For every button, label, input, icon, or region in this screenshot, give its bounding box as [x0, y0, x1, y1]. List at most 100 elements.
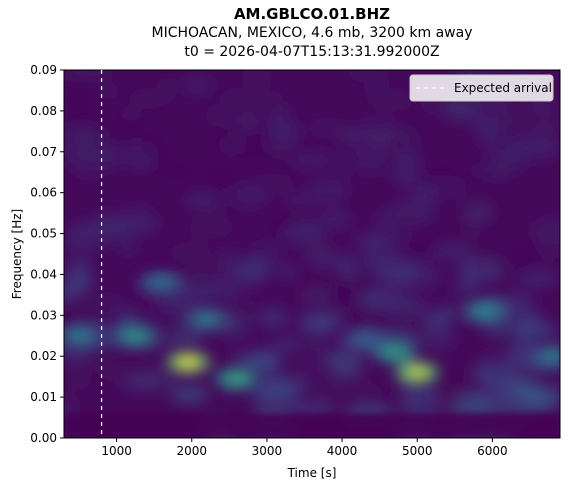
- heatmap-cell: [253, 90, 284, 108]
- hotspot-core: [178, 357, 198, 368]
- heatmap-cell: [131, 368, 180, 389]
- x-tick-label: 1000: [101, 444, 132, 458]
- y-tick-label: 0.08: [30, 104, 57, 118]
- heatmap-cell: [145, 252, 167, 278]
- heatmap-cell: [254, 173, 295, 190]
- spectrogram-heatmap: [64, 70, 560, 438]
- y-axis-label: Frequency [Hz]: [10, 209, 24, 300]
- heatmap-cell: [534, 232, 560, 259]
- heatmap-cell: [336, 127, 377, 143]
- y-tick-label: 0.02: [30, 349, 57, 363]
- chart-title: AM.GBLCO.01.BHZ: [233, 5, 391, 23]
- x-tick-label: 3000: [252, 444, 283, 458]
- heatmap-cell: [305, 249, 344, 270]
- heatmap-cell: [392, 162, 422, 188]
- y-tick-label: 0.01: [30, 390, 57, 404]
- hotspot-core: [354, 334, 375, 345]
- hotspot-core: [69, 330, 90, 341]
- heatmap-cell: [428, 164, 455, 178]
- x-axis-label: Time [s]: [287, 466, 337, 480]
- heatmap-cell: [307, 180, 349, 202]
- hotspot-core: [474, 306, 495, 317]
- heatmap-cell: [182, 76, 214, 95]
- heatmap-cell: [282, 221, 324, 245]
- chart-subtitle-event: MICHOACAN, MEXICO, 4.6 mb, 3200 km away: [151, 25, 473, 41]
- heatmap-cell: [138, 138, 168, 163]
- heatmap-cell: [274, 265, 298, 281]
- heatmap-cell: [317, 384, 345, 409]
- heatmap-cell: [70, 259, 91, 287]
- heatmap-cell: [205, 103, 240, 128]
- heatmap-cell: [117, 235, 139, 257]
- y-tick-label: 0.03: [30, 308, 57, 322]
- heatmap-cell: [462, 203, 494, 222]
- heatmap-cell: [516, 272, 543, 289]
- heatmap-cell: [501, 373, 532, 396]
- heatmap-hotspots: [64, 271, 560, 390]
- heatmap-cell: [238, 352, 278, 374]
- heatmap-cell: [147, 304, 181, 333]
- heatmap-cell: [175, 274, 215, 295]
- x-tick-label: 5000: [402, 444, 433, 458]
- legend: Expected arrival: [409, 74, 554, 102]
- heatmap-cell: [70, 113, 94, 127]
- heatmap-cell: [526, 99, 558, 115]
- heatmap-cell: [454, 279, 479, 297]
- heatmap-cell: [95, 362, 142, 382]
- legend-label: Expected arrival: [454, 81, 552, 95]
- heatmap-cell: [350, 382, 383, 401]
- hotspot-core: [196, 314, 217, 325]
- heatmap-cell: [372, 258, 418, 285]
- y-tick-label: 0.06: [30, 186, 57, 200]
- chart-subtitle-t0: t0 = 2026-04-07T15:13:31.992000Z: [184, 44, 440, 60]
- heatmap-cell: [417, 325, 456, 350]
- heatmap-cell: [271, 337, 300, 351]
- heatmap-cell: [244, 245, 267, 259]
- heatmap-cell: [153, 161, 195, 179]
- y-tick-label: 0.00: [30, 431, 57, 445]
- heatmap-cell: [67, 70, 113, 77]
- heatmap-cell: [192, 261, 233, 278]
- heatmap-cell: [206, 205, 228, 222]
- heatmap-cell: [459, 218, 482, 242]
- heatmap-cell: [325, 157, 356, 179]
- y-tick-label: 0.05: [30, 227, 57, 241]
- heatmap-cell: [526, 119, 560, 134]
- heatmap-cell: [378, 229, 409, 247]
- hotspot-core: [226, 373, 247, 384]
- heatmap-cell: [294, 359, 341, 380]
- heatmap-cell: [387, 200, 435, 225]
- heatmap-cell: [414, 188, 435, 202]
- heatmap-cell: [184, 192, 219, 209]
- heatmap-cell: [374, 210, 397, 228]
- heatmap-cell: [369, 93, 416, 106]
- heatmap-cell: [64, 307, 98, 322]
- heatmap-cell: [288, 402, 332, 417]
- heatmap-cell: [319, 208, 351, 230]
- heatmap-cell: [269, 104, 291, 132]
- heatmap-cell: [477, 133, 502, 148]
- heatmap-cell: [120, 104, 142, 122]
- hotspot-core: [151, 277, 172, 288]
- title-block: AM.GBLCO.01.BHZ MICHOACAN, MEXICO, 4.6 m…: [64, 4, 560, 62]
- heatmap-cell: [291, 151, 333, 169]
- x-axis: 1000 2000 3000 4000 5000 6000: [101, 438, 508, 458]
- heatmap-cell: [237, 135, 271, 161]
- heatmap-cell: [363, 70, 390, 97]
- heatmap-cell: [236, 112, 263, 131]
- heatmap-cell: [169, 241, 211, 264]
- y-tick-label: 0.04: [30, 267, 57, 281]
- heatmap-cell: [92, 296, 126, 311]
- y-axis: 0.00 0.01 0.02 0.03 0.04 0.05 0.06 0.07 0.08 0.09: [30, 63, 64, 445]
- heatmap-cell: [123, 204, 151, 220]
- heatmap-cell: [262, 131, 300, 156]
- heatmap-cell: [522, 391, 558, 414]
- heatmap-cell: [220, 189, 259, 204]
- heatmap-cell: [64, 232, 112, 252]
- legend-box: [409, 74, 554, 102]
- heatmap-cell: [206, 167, 237, 187]
- hotspot-core: [125, 330, 146, 341]
- heatmap-cell: [258, 308, 290, 328]
